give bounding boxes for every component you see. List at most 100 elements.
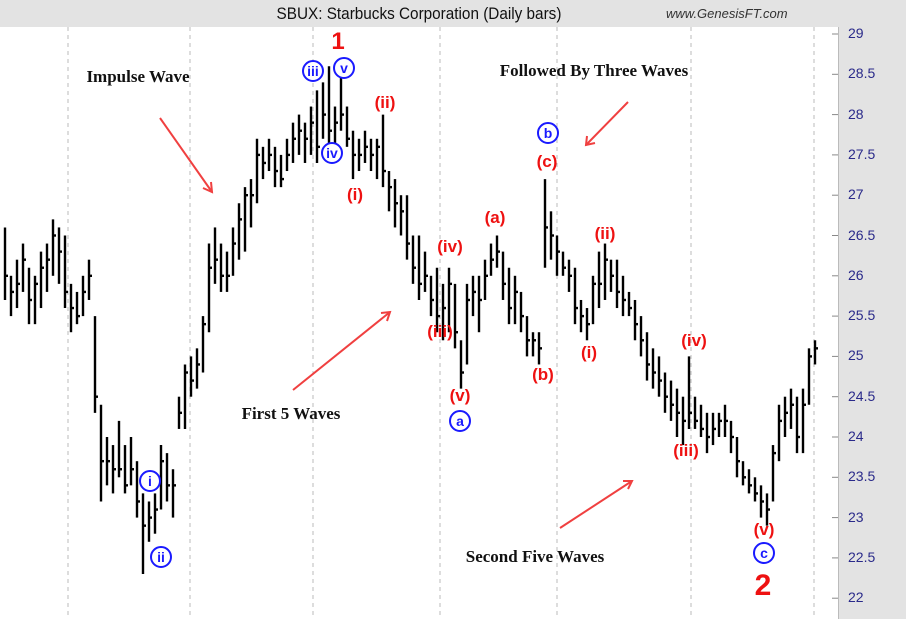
price-bar <box>291 122 296 163</box>
price-bar <box>681 396 686 446</box>
price-bar <box>555 235 560 276</box>
price-bar <box>315 90 320 163</box>
y-tick-label: 27.5 <box>848 145 876 162</box>
price-bar <box>537 332 542 365</box>
price-bar <box>795 396 800 454</box>
label-fall-iii: (iii) <box>427 322 453 341</box>
price-bar <box>621 275 626 317</box>
wave-c-circle: c <box>753 542 775 564</box>
wave-2-label: 2 <box>754 569 772 602</box>
price-bar <box>9 275 14 317</box>
y-tick-label: 24.5 <box>848 387 876 404</box>
price-bar <box>483 259 488 300</box>
price-bar <box>159 445 164 510</box>
price-bar <box>351 130 356 180</box>
price-bar <box>771 445 776 502</box>
price-bar <box>69 283 74 333</box>
followed-text: Followed By Three Waves <box>499 61 689 80</box>
price-bar <box>255 138 260 204</box>
wave-a-circle: a <box>449 410 471 432</box>
price-bar <box>51 219 56 276</box>
y-tick-label: 26.5 <box>848 226 876 243</box>
price-bar <box>339 74 344 131</box>
label-sec-i: (i) <box>580 343 598 362</box>
price-bar <box>27 267 32 325</box>
price-bar <box>207 243 212 333</box>
price-bar <box>105 437 110 486</box>
price-bar <box>309 106 314 155</box>
price-bar <box>567 259 572 292</box>
price-bar <box>675 388 680 437</box>
price-bar <box>663 372 668 413</box>
price-bar <box>387 171 392 212</box>
price-bar <box>147 501 152 542</box>
price-bar <box>261 146 266 180</box>
price-bar <box>381 114 386 188</box>
wave-ii-circle: ii <box>150 546 172 568</box>
price-bar <box>57 227 62 284</box>
label-fall-iv: (iv) <box>437 237 463 256</box>
price-bar <box>705 412 710 454</box>
price-bar <box>279 154 284 188</box>
price-bar <box>447 267 452 333</box>
label-sec-iii: (iii) <box>673 441 699 460</box>
price-bar <box>735 437 740 478</box>
price-bar <box>249 179 254 228</box>
price-bar <box>141 493 146 575</box>
price-bar <box>783 396 788 437</box>
y-tick-label: 22.5 <box>848 548 876 565</box>
price-bar <box>441 283 446 341</box>
price-bar <box>807 348 812 405</box>
price-bar <box>39 251 44 309</box>
price-bar <box>375 138 380 180</box>
price-bar <box>327 66 332 155</box>
price-bar <box>603 243 608 300</box>
price-bar <box>633 299 638 341</box>
price-bar <box>363 130 368 163</box>
price-bar <box>789 388 794 429</box>
price-bar <box>15 259 20 309</box>
price-bar <box>417 235 422 300</box>
price-bar <box>345 106 350 147</box>
arrow-impulse <box>159 117 213 193</box>
price-bar <box>699 404 704 437</box>
wave-iii-circle: iii <box>302 60 324 82</box>
price-bar <box>81 275 86 317</box>
y-tick-label: 24 <box>848 428 864 444</box>
label-fall-v: (v) <box>449 386 471 405</box>
price-bar <box>639 316 644 357</box>
price-bar <box>759 485 764 518</box>
price-bar <box>177 396 182 429</box>
price-bar <box>543 179 548 268</box>
label-c: (c) <box>536 152 558 171</box>
arrow-second5 <box>559 480 633 529</box>
label-top-ii: (ii) <box>374 93 396 112</box>
price-bar <box>615 259 620 309</box>
price-bar <box>75 291 80 325</box>
chart-title: SBUX: Starbucks Corporation (Daily bars) <box>276 4 562 23</box>
price-bar <box>693 396 698 429</box>
price-bar <box>597 251 602 309</box>
price-bar <box>525 316 530 357</box>
price-bar <box>717 412 722 437</box>
price-bar <box>711 412 716 446</box>
price-bar <box>333 106 338 147</box>
price-bar <box>183 364 188 429</box>
price-bar <box>501 251 506 300</box>
label-sec-v: (v) <box>753 520 775 539</box>
price-bar <box>753 477 758 502</box>
price-bar <box>405 195 410 260</box>
price-bar <box>591 275 596 325</box>
price-bar <box>561 251 566 276</box>
arrows <box>159 101 634 529</box>
arrow-followed <box>585 101 629 146</box>
wave-iv-circle: iv <box>321 142 343 164</box>
price-bar <box>411 235 416 284</box>
wave-i-circle: i <box>139 470 161 492</box>
price-bar <box>507 267 512 325</box>
price-bar <box>429 275 434 317</box>
price-bar <box>195 348 200 389</box>
price-bar <box>627 291 632 317</box>
label-top-i: (i) <box>346 185 364 204</box>
price-bar <box>219 243 224 292</box>
